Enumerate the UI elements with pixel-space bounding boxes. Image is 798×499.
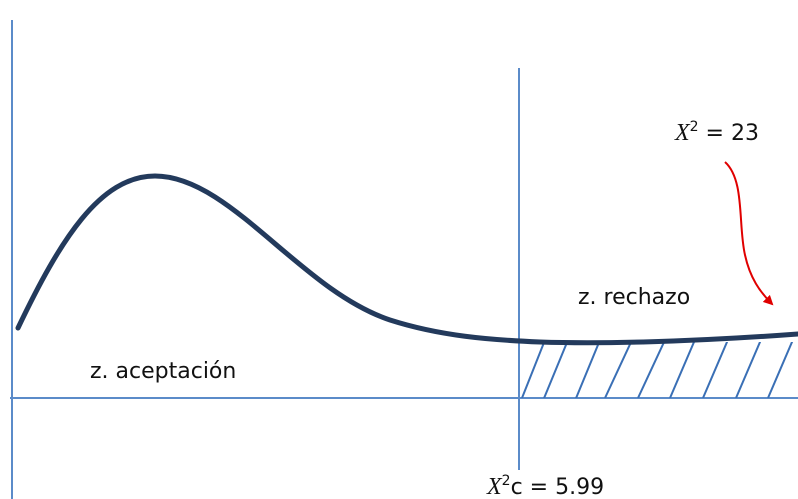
rejection-hatch: [521, 342, 794, 398]
acceptance-label: z. aceptación: [90, 359, 236, 384]
observed-label: X2 = 23: [640, 119, 780, 146]
rejection-label: z. rechazo: [578, 285, 690, 310]
critical-label: X2c = 5.99: [452, 473, 625, 499]
superscript: 2: [690, 119, 699, 135]
symbol: X: [674, 120, 691, 146]
text: c = 5.99: [511, 475, 605, 499]
symbol: X: [486, 474, 503, 499]
text: = 23: [699, 121, 759, 146]
pointer-arrow: [724, 161, 774, 306]
distribution-curve: [15, 173, 798, 346]
superscript: 2: [502, 473, 511, 489]
